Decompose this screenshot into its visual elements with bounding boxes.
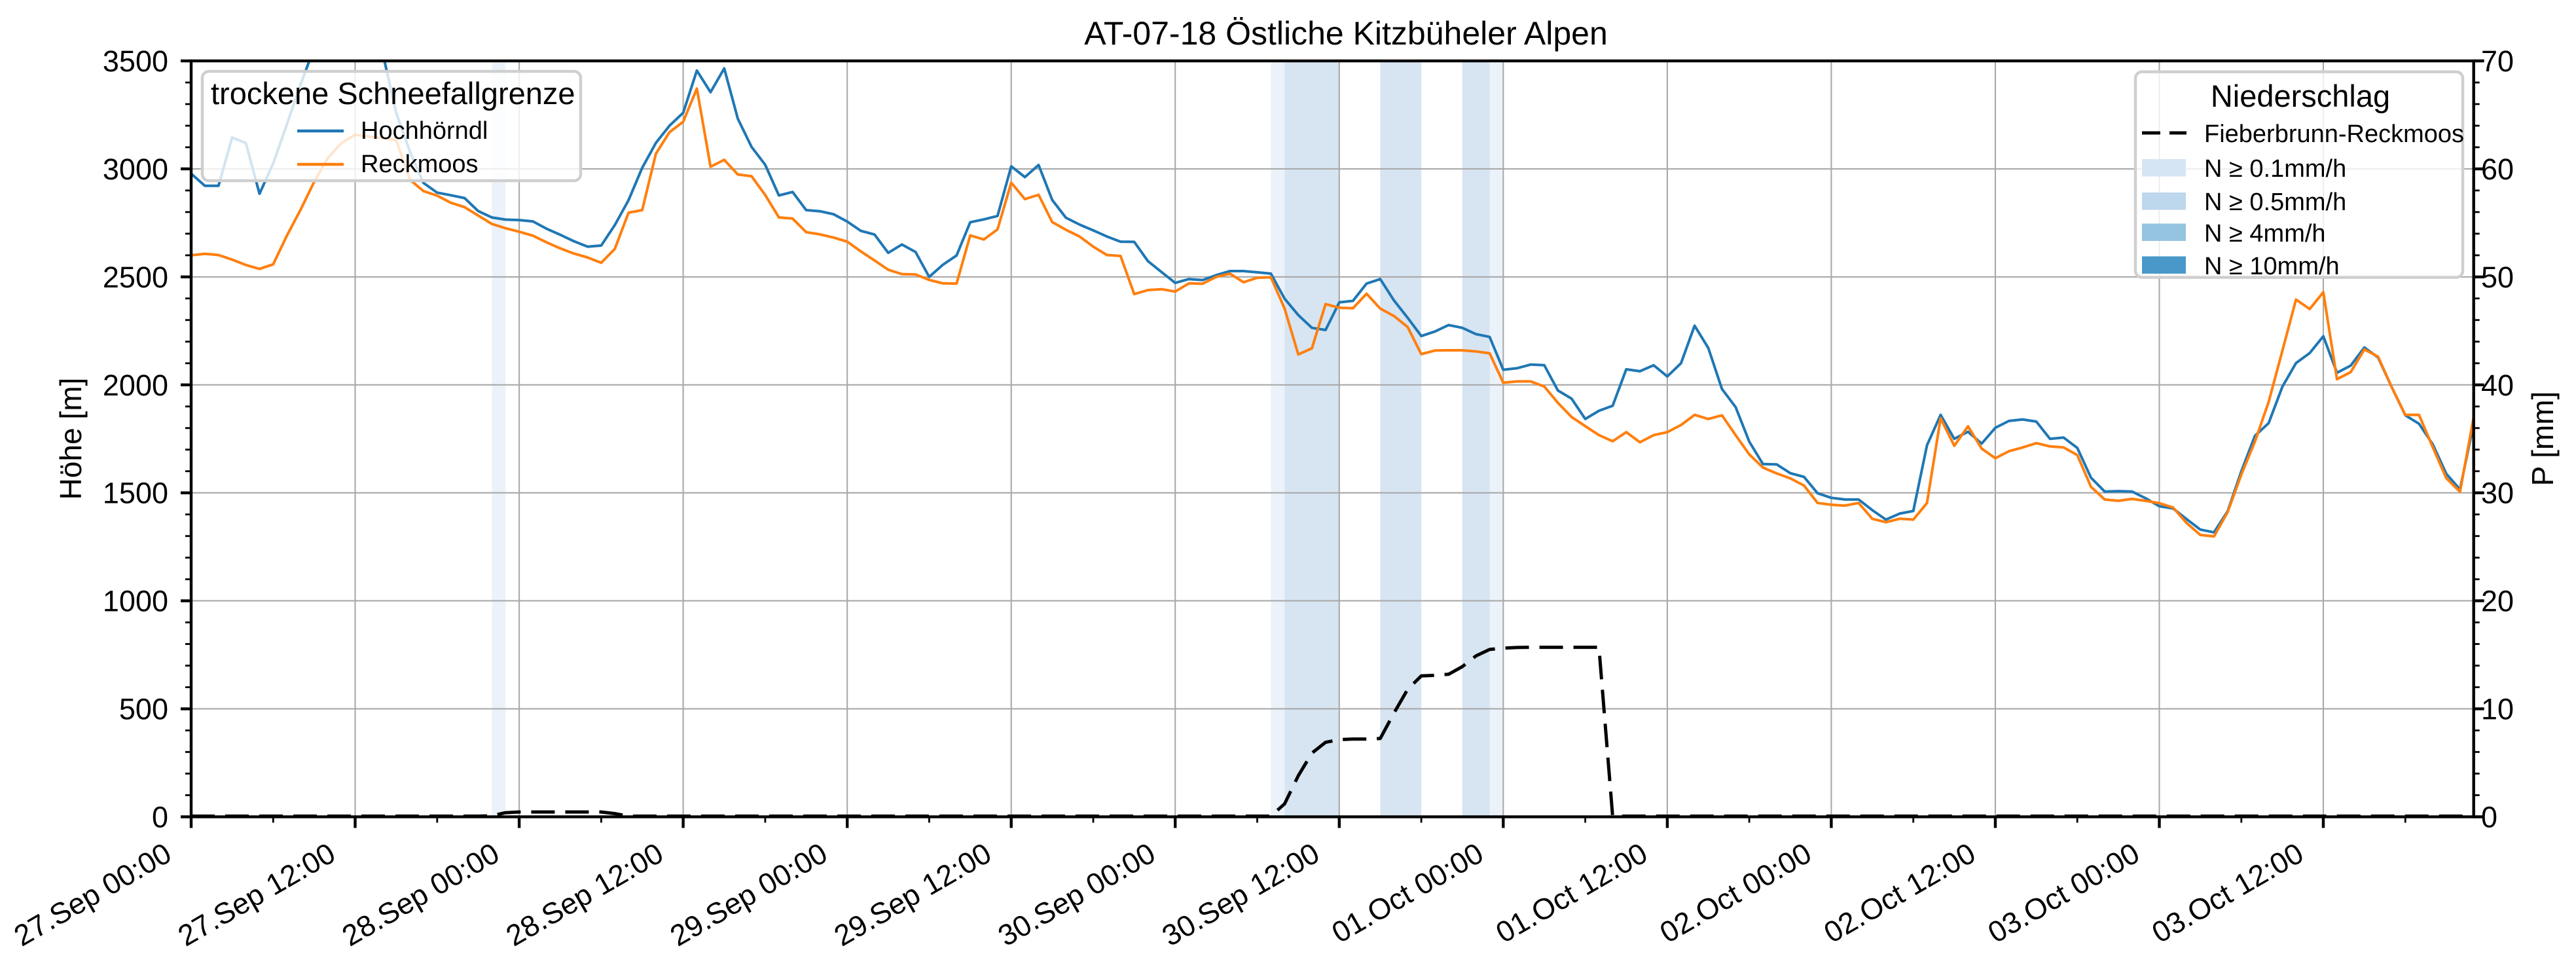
svg-text:30: 30	[2481, 477, 2514, 510]
svg-text:N ≥ 0.5mm/h: N ≥ 0.5mm/h	[2204, 189, 2346, 216]
svg-text:Fieberbrunn-Reckmoos: Fieberbrunn-Reckmoos	[2204, 120, 2464, 148]
svg-text:N ≥ 10mm/h: N ≥ 10mm/h	[2204, 253, 2340, 280]
svg-text:1500: 1500	[103, 477, 168, 510]
svg-text:N ≥ 0.1mm/h: N ≥ 0.1mm/h	[2204, 155, 2346, 183]
svg-text:20: 20	[2481, 585, 2514, 618]
svg-text:2500: 2500	[103, 261, 168, 294]
svg-text:Höhe [m]: Höhe [m]	[54, 378, 88, 500]
svg-text:Hochhörndl: Hochhörndl	[361, 117, 488, 145]
svg-text:10: 10	[2481, 693, 2514, 726]
svg-text:AT-07-18 Östliche Kitzbüheler: AT-07-18 Östliche Kitzbüheler Alpen	[1084, 15, 1608, 52]
svg-text:70: 70	[2481, 45, 2514, 78]
svg-text:N ≥ 4mm/h: N ≥ 4mm/h	[2204, 220, 2326, 247]
svg-text:1000: 1000	[103, 585, 168, 618]
svg-text:P [mm]: P [mm]	[2526, 392, 2560, 486]
svg-text:500: 500	[119, 693, 168, 726]
svg-text:Niederschlag: Niederschlag	[2211, 79, 2390, 113]
svg-text:0: 0	[2481, 801, 2497, 834]
svg-text:Reckmoos: Reckmoos	[361, 151, 479, 178]
svg-text:0: 0	[152, 801, 168, 834]
svg-text:2000: 2000	[103, 369, 168, 402]
svg-text:60: 60	[2481, 153, 2514, 186]
svg-text:trockene Schneefallgrenze: trockene Schneefallgrenze	[211, 76, 575, 111]
svg-text:3000: 3000	[103, 153, 168, 186]
svg-text:40: 40	[2481, 369, 2514, 402]
svg-text:50: 50	[2481, 261, 2514, 294]
svg-text:3500: 3500	[103, 45, 168, 78]
